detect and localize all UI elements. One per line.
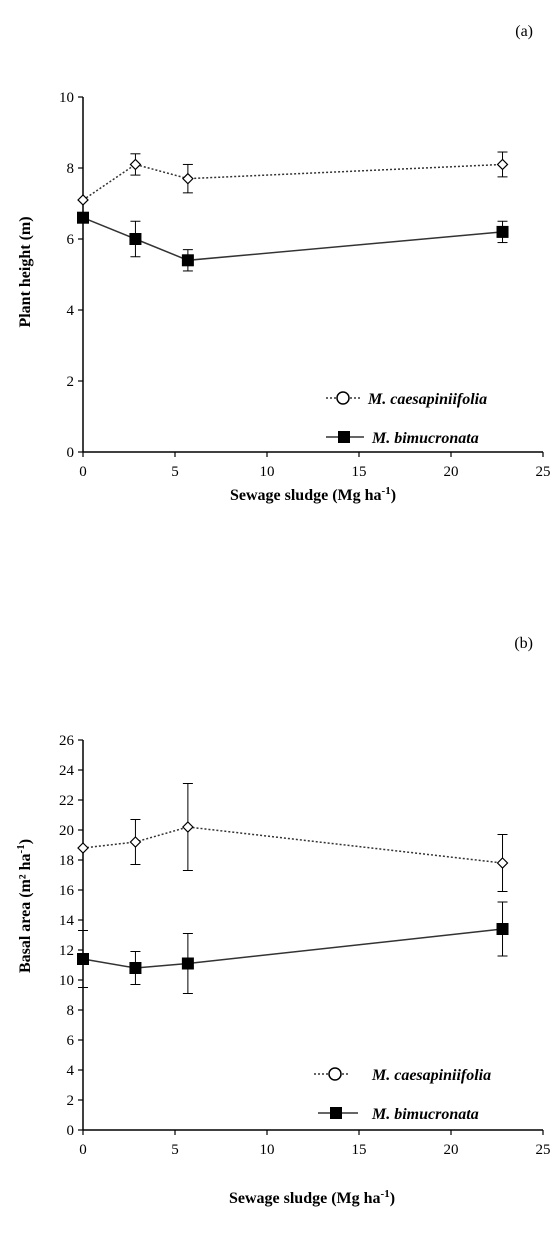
x-tick-label: 0 [79, 464, 87, 480]
data-point-m-caesapiniifolia [182, 172, 194, 185]
legend-label-bimucronata: M. bimucronata [371, 1106, 479, 1123]
y-tick-label: 8 [67, 1003, 75, 1019]
legend-label-caesapiniifolia: M. caesapiniifolia [367, 391, 487, 408]
y-axis-title-a: Plant height (m) [17, 216, 34, 327]
data-point-m-caesapiniifolia [77, 842, 89, 854]
series-line-m-caesapiniifolia [82, 826, 503, 864]
legend-marker-bimucronata [330, 1107, 342, 1119]
data-point-m-caesapiniifolia [129, 836, 142, 848]
data-point-m-bimucronata [77, 953, 89, 965]
y-tick-label: 4 [67, 1063, 75, 1079]
data-point-m-bimucronata [129, 233, 142, 245]
panel-label-b: (b) [514, 635, 533, 652]
y-tick-label: 20 [59, 823, 74, 839]
data-point-m-caesapiniifolia [129, 158, 142, 171]
x-tick-label: 15 [352, 1142, 367, 1158]
series-line-m-bimucronata [82, 928, 503, 969]
svg-text:Plant height (m): Plant height (m) [17, 216, 34, 327]
data-point-m-caesapiniifolia [182, 821, 194, 833]
y-tick-label: 10 [59, 973, 74, 989]
y-tick-label: 18 [59, 853, 74, 869]
y-tick-label: 10 [59, 90, 74, 106]
y-tick-label: 4 [67, 303, 75, 319]
data-point-m-bimucronata [181, 254, 194, 267]
y-tick-label: 0 [67, 445, 75, 461]
x-tick-label: 5 [171, 464, 179, 480]
y-tick-label: 24 [59, 763, 75, 779]
svg-text:Basal area (m² ha-1): Basal area (m² ha-1) [15, 839, 34, 973]
x-tick-label: 25 [536, 1142, 551, 1158]
data-point-m-bimucronata [496, 225, 509, 238]
legend-marker-caesapiniifolia [328, 1067, 342, 1081]
y-tick-label: 0 [67, 1123, 75, 1139]
y-tick-label: 12 [59, 943, 74, 959]
y-tick-label: 6 [67, 1033, 75, 1049]
legend-marker-caesapiniifolia [336, 391, 350, 405]
legend-label-bimucronata: M. bimucronata [371, 430, 479, 447]
x-tick-label: 25 [536, 464, 551, 480]
data-point-m-bimucronata [77, 211, 89, 224]
y-tick-label: 26 [59, 733, 75, 749]
y-tick-label: 22 [59, 793, 74, 809]
legend-marker-bimucronata [338, 431, 350, 443]
x-tick-label: 20 [444, 1142, 459, 1158]
x-tick-label: 20 [444, 464, 459, 480]
series-line-m-caesapiniifolia [82, 163, 503, 201]
y-tick-label: 8 [67, 161, 75, 177]
panel-b-basal-area: (b) Basal area (m² ha-1) Sewage sludge (… [15, 635, 551, 1207]
data-point-m-bimucronata [181, 957, 194, 970]
y-axis-title-b: Basal area (m² ha-1) [15, 839, 34, 973]
y-tick-label: 2 [67, 1093, 75, 1109]
legend-a: M. caesapiniifolia M. bimucronata [326, 391, 487, 447]
data-point-m-caesapiniifolia [496, 158, 509, 171]
series-line-m-bimucronata [82, 217, 503, 262]
data-point-m-bimucronata [129, 962, 142, 974]
x-axis-title-b: Sewage sludge (Mg ha-1) [229, 1188, 395, 1207]
y-tick-label: 14 [59, 913, 75, 929]
legend-label-caesapiniifolia: M. caesapiniifolia [371, 1067, 491, 1084]
x-tick-label: 10 [260, 464, 275, 480]
plot-area-a: 0 2 4 6 8 10 0 5 10 15 20 25 [59, 90, 551, 480]
panel-label-a: (a) [515, 23, 533, 40]
panel-a-plant-height: (a) Plant height (m) Sewage sludge (Mg h… [17, 23, 551, 504]
x-tick-label: 10 [260, 1142, 275, 1158]
x-tick-label: 15 [352, 464, 367, 480]
y-tick-label: 6 [67, 232, 75, 248]
legend-b: M. caesapiniifolia M. bimucronata [314, 1067, 491, 1123]
x-tick-label: 5 [171, 1142, 179, 1158]
y-tick-label: 2 [67, 374, 75, 390]
x-tick-label: 0 [79, 1142, 87, 1158]
data-point-m-caesapiniifolia [77, 194, 89, 206]
data-point-m-bimucronata [496, 923, 509, 935]
x-axis-title-a: Sewage sludge (Mg ha-1) [230, 485, 396, 504]
y-tick-label: 16 [59, 883, 75, 899]
data-point-m-caesapiniifolia [496, 857, 509, 869]
